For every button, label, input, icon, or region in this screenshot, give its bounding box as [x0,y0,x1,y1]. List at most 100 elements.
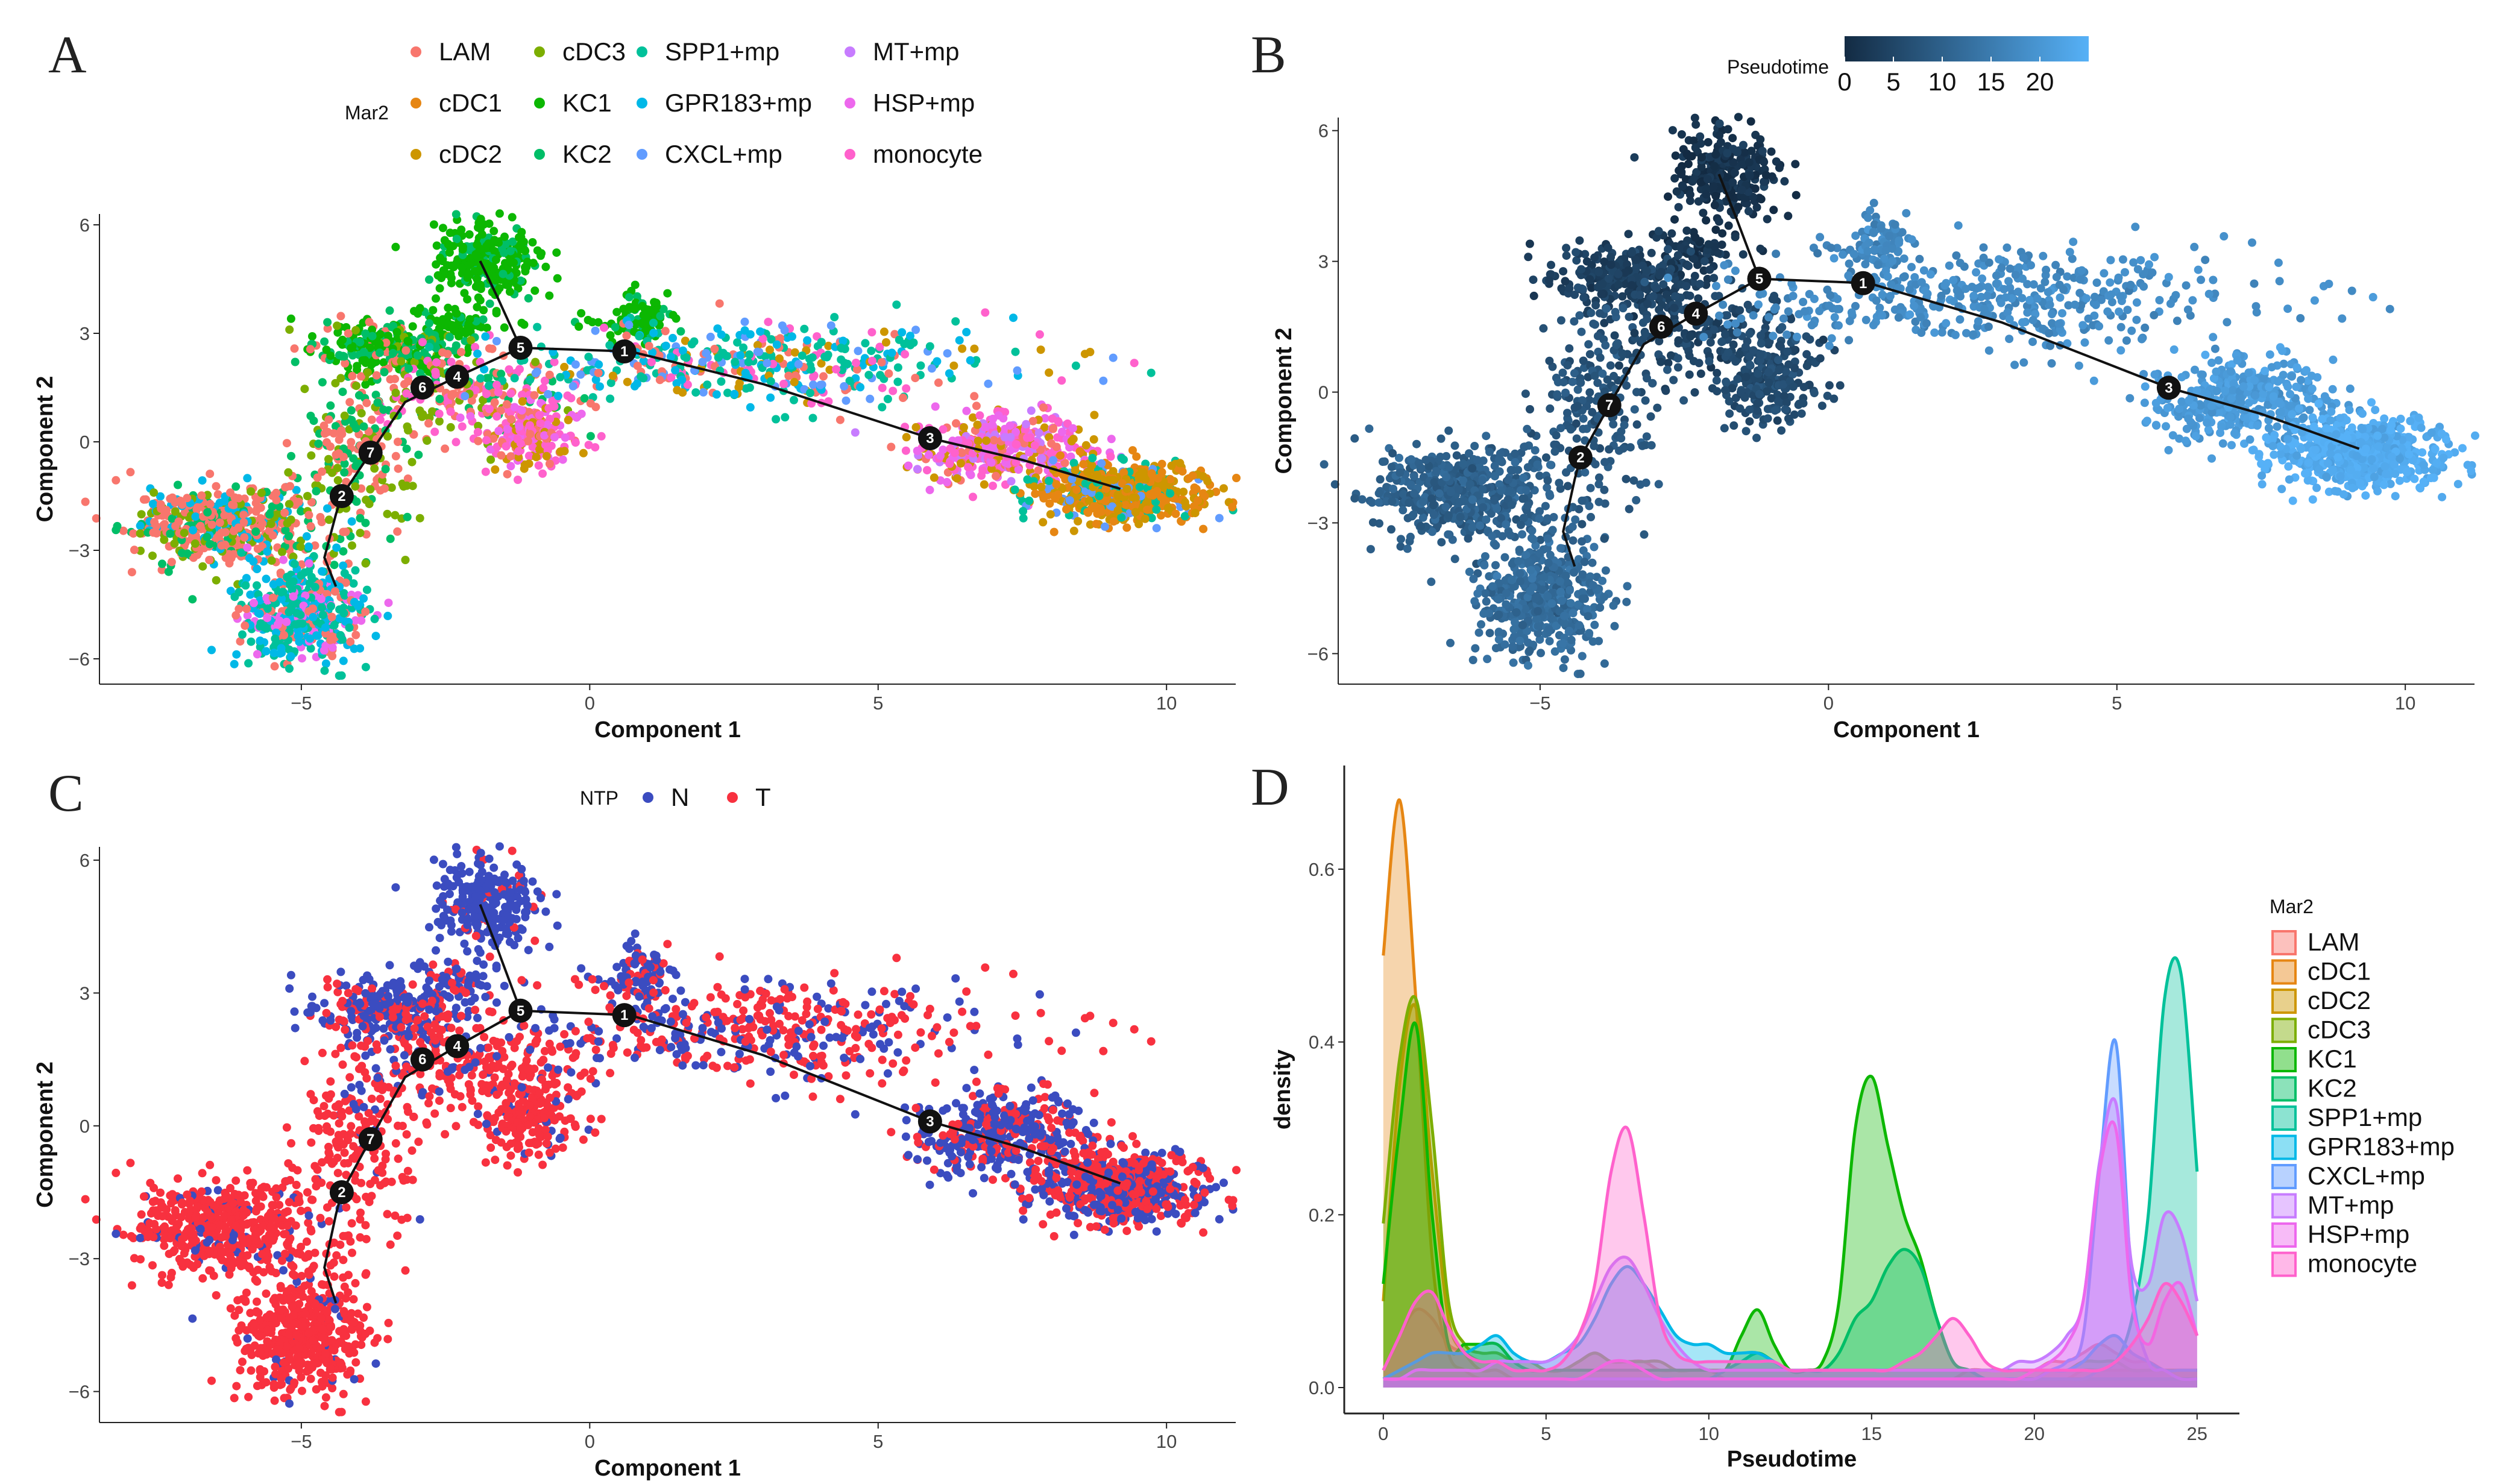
data-point [524,459,533,468]
legend-swatch [411,149,421,160]
data-point [479,306,488,315]
data-point [489,227,499,236]
data-point [505,365,514,374]
data-point [244,659,253,668]
colorbar-tick-label: 0 [1837,68,1851,96]
data-point [542,451,551,461]
data-point [867,328,876,337]
data-point [418,412,427,421]
data-point [506,247,515,256]
data-point [357,616,366,625]
data-point [1045,368,1054,377]
data-point [682,353,691,362]
data-point [285,532,294,541]
data-point [1730,168,1739,177]
data-point [383,509,392,518]
data-point [1039,403,1048,412]
data-point [1774,356,1782,365]
data-point [977,471,986,480]
data-point [351,566,360,575]
data-point [1089,435,1098,444]
data-point [594,368,603,377]
data-point [492,309,501,318]
data-point [476,296,485,305]
data-point [316,513,325,521]
data-point [1797,409,1806,418]
data-point [1668,126,1677,135]
data-point [221,528,230,537]
data-point [1147,368,1156,377]
data-point [1654,480,1663,489]
data-point [333,476,342,485]
data-point [302,532,311,541]
data-point [1763,414,1772,423]
data-point [1572,434,1581,443]
data-point [112,526,121,535]
data-point [492,412,502,421]
data-point [867,347,876,356]
data-point [1092,520,1101,529]
data-point [1034,429,1043,438]
data-point [625,293,634,302]
data-point [1594,268,1603,277]
data-point [1763,404,1772,413]
data-point [257,488,266,497]
data-point [207,646,216,655]
data-point [1590,253,1599,262]
data-point [1005,421,1015,430]
data-point [1601,341,1610,350]
data-point [1640,277,1649,286]
data-point [400,380,409,389]
data-point [206,539,214,549]
data-point [508,213,517,222]
data-point [584,353,593,362]
data-point [577,409,586,418]
data-point [556,373,565,382]
data-point [1715,119,1724,128]
data-point [323,324,332,333]
data-point [212,576,221,585]
data-point [278,547,286,556]
data-point [403,474,412,483]
data-point [229,527,238,535]
data-point [338,430,347,439]
data-point [1770,406,1779,415]
data-point [435,284,444,293]
panel-a-legend: Mar2LAMcDC1cDC2cDC3KC1KC2SPP1+mpGPR183+m… [345,37,983,168]
data-point [368,332,377,341]
data-point [290,559,299,568]
data-point [1731,357,1740,366]
trajectory-node-label: 2 [338,488,345,505]
data-point [535,410,544,420]
data-point [481,332,490,341]
data-point [805,354,814,363]
data-point [1546,404,1555,413]
data-point [534,461,543,470]
data-point [1734,203,1743,212]
data-point [280,630,289,640]
data-point [1799,383,1808,392]
data-point [285,664,294,673]
data-point [170,539,179,548]
data-point [171,507,180,516]
legend-label: HSP+mp [873,89,975,117]
data-point [402,444,411,453]
colorbar-title: Pseudotime [1727,56,1829,78]
data-point [622,331,631,340]
data-point [1704,240,1713,249]
data-point [1728,178,1737,187]
data-point [745,350,754,359]
legend-swatch [845,149,855,160]
data-point [1525,239,1534,248]
data-point [502,442,511,451]
data-point [1784,414,1793,423]
data-point [391,388,400,397]
data-point [958,344,967,353]
data-point [635,332,644,341]
data-point [639,374,648,383]
data-point [1606,361,1615,370]
data-point [1770,292,1779,300]
data-point [586,432,595,441]
data-point [1711,150,1720,159]
